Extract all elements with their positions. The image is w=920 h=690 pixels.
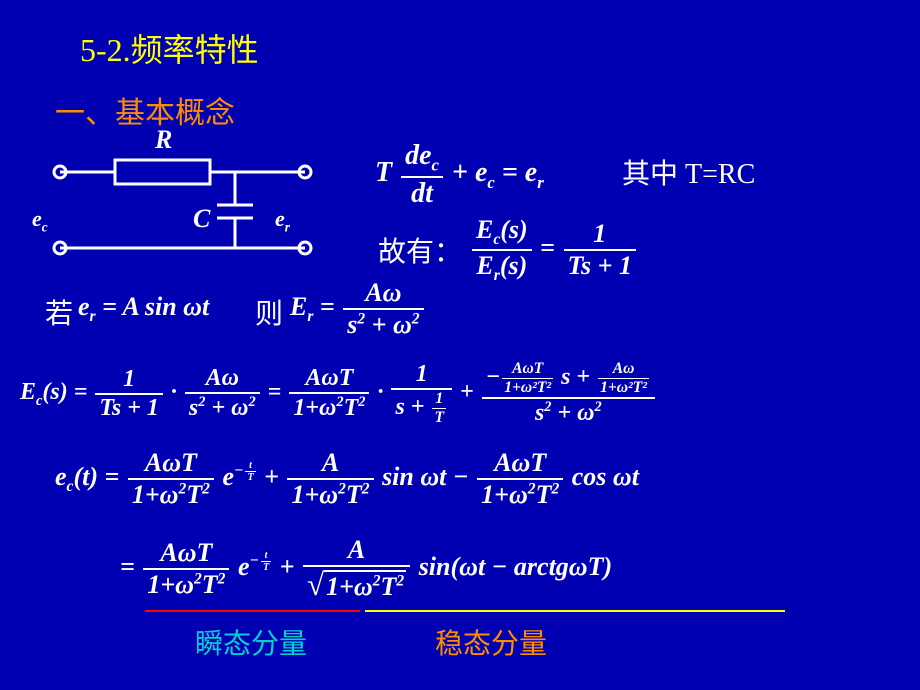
- section-heading: 一、基本概念: [55, 88, 235, 132]
- ec-t-equation-line1: ec(t) = AωT1+ω2T2 e−tT + A1+ω2T2 sin ωt …: [55, 448, 639, 510]
- input-sinusoid: er = A sin ωt: [78, 292, 209, 326]
- resistor-label: R: [155, 125, 172, 155]
- ec-t-equation-line2: = AωT1+ω2T2 e−tT + A √1+ω2T2 sin(ωt − ar…: [120, 535, 612, 603]
- circuit-svg: [45, 150, 335, 260]
- ec-s-equation: Ec(s) = 1Ts + 1 · Aωs2 + ω2 = AωT1+ω2T2 …: [20, 360, 657, 427]
- capacitor-label: C: [193, 204, 210, 234]
- if-label: 若: [45, 292, 73, 332]
- transient-underline: [145, 610, 360, 612]
- then-label: 则: [255, 292, 283, 332]
- steady-state-label: 稳态分量: [435, 622, 547, 662]
- steady-underline: [365, 610, 785, 612]
- therefore-label: 故有：: [378, 230, 462, 270]
- er-label: er: [275, 206, 290, 235]
- ec-label: ec: [32, 206, 48, 235]
- rc-circuit-diagram: [45, 150, 335, 260]
- laplace-input: Er = Aω s2 + ω2: [290, 278, 426, 340]
- diff-equation: T dec dt + ec = er: [375, 140, 544, 210]
- transient-label: 瞬态分量: [195, 622, 307, 662]
- where-label: 其中 T=RC: [622, 152, 755, 192]
- slide-title: 5-2.频率特性: [80, 25, 259, 71]
- transfer-function: Ec(s) Er(s) = 1 Ts + 1: [470, 215, 638, 285]
